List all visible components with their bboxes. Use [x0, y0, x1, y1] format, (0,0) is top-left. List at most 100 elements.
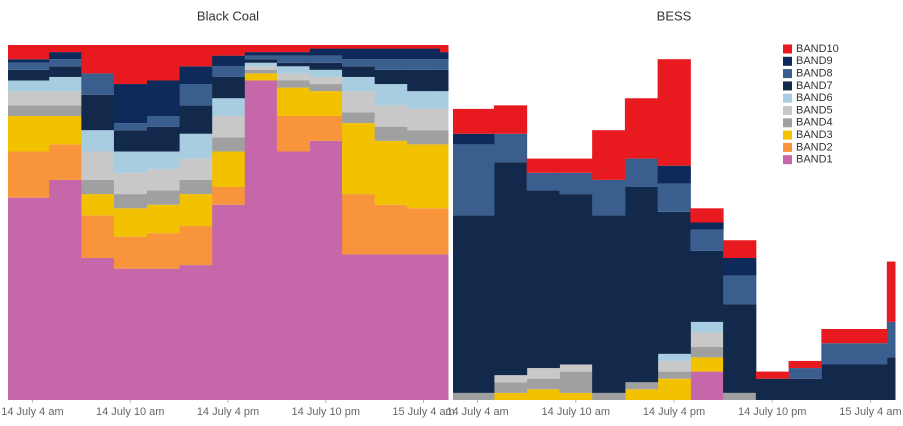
x-tick-label: 14 July 4 pm [197, 406, 259, 418]
area-segment [407, 254, 441, 400]
area-segment [657, 378, 691, 400]
area-segment [48, 144, 82, 180]
area-segment [309, 69, 343, 77]
area-segment [526, 389, 560, 400]
area-segment [81, 130, 115, 152]
area-segment [146, 151, 180, 170]
area-segment [453, 108, 495, 134]
area-segment [690, 250, 724, 322]
area-segment [374, 69, 408, 85]
area-segment [309, 140, 343, 400]
area-segment [439, 144, 449, 209]
area-segment [342, 48, 376, 60]
area-segment [559, 371, 593, 393]
area-segment [342, 254, 376, 400]
area-segment [407, 69, 441, 92]
area-segment [526, 378, 560, 390]
area-segment [146, 45, 180, 81]
area-segment [374, 140, 408, 205]
area-segment [8, 91, 50, 106]
area-segment [755, 378, 790, 400]
area-segment [244, 69, 278, 74]
area-segment [439, 69, 449, 92]
area-segment [244, 52, 278, 56]
legend-label: BAND10 [796, 43, 839, 55]
area-segment [657, 59, 691, 166]
area-segment [244, 73, 278, 81]
area-segment [439, 91, 449, 109]
area-segment [439, 45, 449, 53]
area-segment [309, 55, 343, 63]
area-segment [113, 236, 148, 269]
area-segment [690, 208, 724, 223]
area-segment [309, 76, 343, 85]
area-segment [276, 151, 310, 400]
area-segment [407, 144, 441, 209]
area-segment [8, 197, 50, 400]
area-segment [113, 123, 148, 131]
area-segment [179, 66, 213, 85]
area-segment [439, 52, 449, 60]
area-segment [8, 62, 50, 70]
area-segment [113, 84, 148, 124]
area-segment [342, 91, 376, 113]
area-segment [179, 45, 213, 67]
area-segment [179, 84, 213, 106]
area-segment [493, 105, 528, 134]
x-tick-label: 14 July 10 pm [738, 406, 806, 418]
area-segment [113, 208, 148, 237]
area-segment [146, 116, 180, 127]
area-segment [407, 208, 441, 255]
area-segment [453, 144, 495, 216]
area-segment [146, 204, 180, 234]
area-segment [493, 375, 528, 383]
area-segment [309, 116, 343, 141]
legend-label: BAND2 [796, 141, 833, 153]
area-segment [276, 66, 310, 74]
area-segment [657, 211, 691, 354]
area-segment [211, 98, 245, 116]
area-segment [788, 360, 822, 369]
area-segment [407, 59, 441, 70]
area-segment [179, 226, 213, 266]
area-segment [309, 62, 343, 70]
area-segment [113, 130, 148, 152]
area-segment [886, 357, 896, 400]
area-segment [407, 108, 441, 131]
x-tick-label: 14 July 4 pm [643, 406, 705, 418]
area-segment [179, 158, 213, 180]
area-segment [8, 45, 50, 60]
x-tick-label: 15 July 4 am [392, 406, 454, 418]
area-segment [526, 158, 560, 173]
area-segment [48, 179, 82, 400]
area-segment [276, 80, 310, 88]
area-segment [624, 187, 659, 383]
area-segment [113, 151, 148, 173]
area-segment [690, 346, 724, 358]
area-segment [854, 329, 888, 344]
area-segment [690, 357, 724, 372]
area-segment [211, 137, 245, 152]
area-segment [374, 84, 408, 106]
legend-label: BAND7 [796, 80, 833, 92]
area-segment [374, 204, 408, 255]
area-segment [657, 165, 691, 184]
area-segment [48, 52, 82, 60]
area-segment [244, 66, 278, 70]
legend-label: BAND9 [796, 55, 833, 67]
x-tick-label: 14 July 10 am [542, 406, 610, 418]
area-segment [244, 62, 278, 67]
area-segment [8, 105, 50, 116]
area-segment [690, 321, 724, 333]
area-segment [113, 172, 148, 195]
area-segment [342, 194, 376, 255]
x-tick-label: 14 July 4 am [1, 406, 63, 418]
area-segment [854, 343, 888, 365]
area-segment [886, 261, 896, 322]
area-segment [8, 69, 50, 81]
area-segment [439, 108, 449, 131]
area-segment [821, 364, 855, 400]
legend-label: BAND5 [796, 104, 833, 116]
area-segment [788, 378, 822, 400]
area-segment [211, 151, 245, 187]
